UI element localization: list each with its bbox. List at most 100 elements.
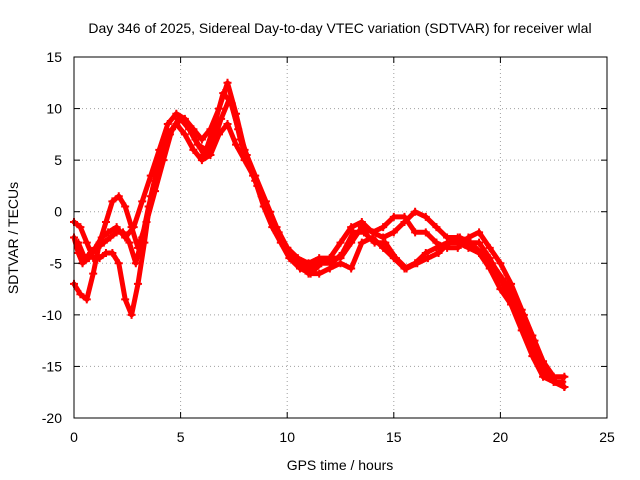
data-point-marker <box>528 352 537 361</box>
data-point-marker <box>336 238 345 247</box>
data-point-marker <box>423 254 432 263</box>
data-point-marker <box>133 279 142 288</box>
data-point-marker <box>413 259 422 268</box>
data-point-marker <box>138 197 147 206</box>
data-point-marker <box>108 197 117 206</box>
x-tick-label: 25 <box>599 429 615 445</box>
data-point-marker <box>225 94 234 103</box>
data-point-marker <box>485 243 494 252</box>
series-track-4 <box>74 94 567 386</box>
data-series <box>70 78 569 392</box>
data-point-marker <box>189 145 198 154</box>
data-point-marker <box>477 248 486 257</box>
data-point-marker <box>99 238 108 247</box>
data-point-marker <box>119 228 128 237</box>
data-point-marker <box>357 238 366 247</box>
data-point-marker <box>496 259 505 268</box>
data-point-marker <box>357 218 366 227</box>
data-point-marker <box>338 248 347 257</box>
data-point-marker <box>368 228 377 237</box>
data-point-marker <box>144 202 153 211</box>
data-point-marker <box>560 372 569 381</box>
data-point-marker <box>359 228 368 237</box>
data-point-marker <box>421 212 430 221</box>
plot-frame <box>73 56 608 419</box>
data-point-marker <box>347 264 356 273</box>
series-line <box>71 121 567 380</box>
data-point-marker <box>317 259 326 268</box>
data-point-marker <box>121 295 130 304</box>
data-point-marker <box>560 383 569 392</box>
series-line <box>75 95 565 385</box>
data-point-marker <box>101 218 110 227</box>
data-point-marker <box>157 150 166 159</box>
data-point-marker <box>76 223 85 232</box>
data-point-marker <box>306 269 315 278</box>
data-point-marker <box>108 248 117 257</box>
data-point-marker <box>285 254 294 263</box>
data-point-marker <box>379 223 388 232</box>
data-point-marker <box>466 238 475 247</box>
data-point-marker <box>95 254 104 263</box>
data-point-marker <box>304 259 313 268</box>
data-point-marker <box>259 202 268 211</box>
data-point-marker <box>114 192 123 201</box>
data-point-marker <box>251 176 260 185</box>
data-point-marker <box>421 228 430 237</box>
data-point-marker <box>76 290 85 299</box>
x-tick-label: 0 <box>70 429 78 445</box>
data-point-marker <box>276 238 285 247</box>
series-track-3 <box>70 120 569 381</box>
data-point-marker <box>558 377 567 386</box>
grid <box>74 57 607 418</box>
data-point-marker <box>315 269 324 278</box>
data-point-marker <box>223 78 232 87</box>
data-point-marker <box>268 223 277 232</box>
data-point-marker <box>475 238 484 247</box>
data-point-marker <box>498 274 507 283</box>
data-point-marker <box>191 135 200 144</box>
data-point-marker <box>389 228 398 237</box>
data-point-marker <box>138 233 147 242</box>
data-point-marker <box>432 238 441 247</box>
data-point-marker <box>151 176 160 185</box>
y-tick-label: 15 <box>46 49 62 65</box>
y-tick-label: 10 <box>46 101 62 117</box>
data-point-marker <box>80 254 89 263</box>
data-point-marker <box>182 120 191 129</box>
data-point-marker <box>509 290 518 299</box>
chart-title: Day 346 of 2025, Sidereal Day-to-day VTE… <box>88 20 591 36</box>
data-point-marker <box>131 259 140 268</box>
data-point-marker <box>400 212 409 221</box>
data-point-marker <box>165 130 174 139</box>
data-point-marker <box>82 238 91 247</box>
data-point-marker <box>517 326 526 335</box>
data-point-marker <box>74 238 83 247</box>
data-point-marker <box>453 243 462 252</box>
data-point-marker <box>487 259 496 268</box>
data-point-marker <box>539 372 548 381</box>
data-point-marker <box>223 120 232 129</box>
data-point-marker <box>370 238 379 247</box>
y-axis-label: SDTVAR / TECUs <box>5 182 21 294</box>
data-point-marker <box>402 264 411 273</box>
data-point-marker <box>104 228 113 237</box>
data-point-marker <box>180 130 189 139</box>
y-tick-label: 5 <box>54 152 62 168</box>
data-point-marker <box>411 228 420 237</box>
data-point-marker <box>200 150 209 159</box>
y-tick-label: -20 <box>42 410 62 426</box>
data-point-marker <box>242 150 251 159</box>
x-tick-label: 20 <box>493 429 509 445</box>
x-axis-label: GPS time / hours <box>287 457 394 473</box>
data-point-marker <box>434 248 443 257</box>
data-point-marker <box>127 223 136 232</box>
x-tick-label: 10 <box>279 429 295 445</box>
data-point-marker <box>496 285 505 294</box>
data-point-marker <box>219 89 228 98</box>
data-point-marker <box>336 259 345 268</box>
tick-labels: 0 5 10 15 20 25 15 10 5 0 -5 -10 -15 -20 <box>42 49 615 445</box>
data-point-marker <box>455 233 464 242</box>
series-line <box>71 90 567 390</box>
data-point-marker <box>163 120 172 129</box>
